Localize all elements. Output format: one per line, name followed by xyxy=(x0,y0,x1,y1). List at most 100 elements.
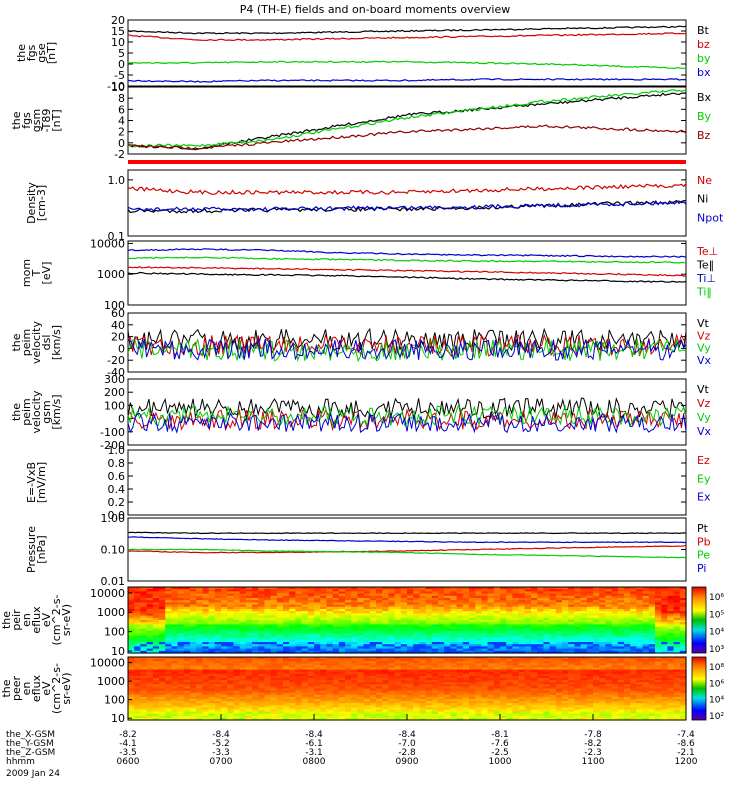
heatmap-cell xyxy=(152,600,160,603)
heatmap-cell xyxy=(407,699,414,702)
heatmap-cell xyxy=(599,600,606,603)
heatmap-cell xyxy=(338,606,346,610)
heatmap-cell xyxy=(673,648,681,652)
heatmap-cell xyxy=(183,631,191,634)
heatmap-cell xyxy=(605,628,613,632)
heatmap-cell xyxy=(276,663,284,666)
heatmap-cell xyxy=(252,604,259,608)
heatmap-cell xyxy=(617,642,625,645)
heatmap-cell xyxy=(357,604,365,608)
heatmap-cell xyxy=(425,703,433,706)
heatmap-cell xyxy=(221,635,228,639)
heatmap-cell xyxy=(586,690,594,694)
heatmap-cell xyxy=(376,648,383,652)
heatmap-cell xyxy=(289,635,296,639)
heatmap-cell xyxy=(487,637,495,641)
series-line-1 xyxy=(127,32,687,42)
heatmap-cell xyxy=(648,622,656,625)
heatmap-cell xyxy=(264,633,272,636)
heatmap-cell xyxy=(562,688,569,692)
heatmap-cell xyxy=(252,624,259,628)
heatmap-cell xyxy=(642,604,650,608)
heatmap-cell xyxy=(146,639,154,643)
heatmap-cell xyxy=(624,642,631,645)
heatmap-cell xyxy=(537,699,544,702)
heatmap-cell xyxy=(481,595,489,599)
heatmap-cell xyxy=(667,678,675,681)
heatmap-cell xyxy=(431,593,439,597)
heatmap-cell xyxy=(314,648,321,652)
heatmap-cell xyxy=(326,703,334,706)
heatmap-cell xyxy=(574,701,582,704)
heatmap-cell xyxy=(425,613,433,617)
heatmap-cell xyxy=(326,633,334,636)
heatmap-cell xyxy=(307,598,315,601)
heatmap-cell xyxy=(283,663,290,666)
heatmap-cell xyxy=(407,611,414,614)
heatmap-cell xyxy=(146,589,154,592)
heatmap-cell xyxy=(363,686,371,690)
heatmap-cell xyxy=(636,606,644,610)
heatmap-cell xyxy=(270,703,278,706)
heatmap-cell xyxy=(450,696,458,700)
heatmap-cell xyxy=(159,598,166,601)
heatmap-cell xyxy=(171,682,179,685)
heatmap-cell xyxy=(190,624,197,628)
heatmap-cell xyxy=(289,644,296,647)
heatmap-cell xyxy=(611,665,619,669)
heatmap-cell xyxy=(202,624,210,628)
heatmap-cell xyxy=(388,671,396,675)
heatmap-cell xyxy=(444,680,451,683)
ylabel-line: gse xyxy=(35,43,48,63)
heatmap-cell xyxy=(642,589,650,592)
heatmap-cell xyxy=(183,694,191,698)
heatmap-cell xyxy=(469,699,476,702)
heatmap-cell xyxy=(438,617,445,621)
heatmap-cell xyxy=(605,661,613,664)
heatmap-cell xyxy=(673,606,681,610)
heatmap-cell xyxy=(462,624,470,628)
heatmap-cell xyxy=(320,635,327,639)
heatmap-cell xyxy=(134,659,141,662)
heatmap-cell xyxy=(549,694,557,698)
heatmap-cell xyxy=(276,615,284,619)
heatmap-cell xyxy=(543,673,551,677)
heatmap-cell xyxy=(661,667,668,671)
heatmap-cell xyxy=(264,678,272,681)
heatmap-cell xyxy=(524,602,532,606)
heatmap-cell xyxy=(190,684,197,687)
heatmap-cell xyxy=(159,659,166,662)
heatmap-cell xyxy=(295,678,303,681)
heatmap-cell xyxy=(190,650,197,654)
heatmap-cell xyxy=(134,673,141,677)
heatmap-cell xyxy=(165,669,172,673)
heatmap-cell xyxy=(413,661,420,664)
heatmap-cell xyxy=(599,626,606,630)
heatmap-cell xyxy=(500,600,507,603)
heatmap-cell xyxy=(580,598,588,601)
heatmap-cell xyxy=(245,600,253,603)
heatmap-cell xyxy=(283,684,290,687)
heatmap-cell xyxy=(506,644,513,647)
heatmap-cell xyxy=(214,688,222,692)
heatmap-cell xyxy=(376,667,383,671)
heatmap-cell xyxy=(562,589,569,592)
heatmap-cell xyxy=(202,671,210,675)
heatmap-cell xyxy=(580,595,588,599)
heatmap-cell xyxy=(202,684,210,687)
heatmap-cell xyxy=(252,686,259,690)
heatmap-cell xyxy=(469,622,476,625)
heatmap-cell xyxy=(456,650,464,654)
heatmap-cell xyxy=(208,626,216,630)
heatmap-cell xyxy=(301,604,309,608)
heatmap-cell xyxy=(314,587,321,590)
heatmap-cell xyxy=(605,609,613,612)
heatmap-cell xyxy=(400,675,408,679)
heatmap-cell xyxy=(673,613,681,617)
heatmap-cell xyxy=(165,659,172,662)
heatmap-cell xyxy=(128,650,135,654)
heatmap-cell xyxy=(382,694,389,698)
heatmap-cell xyxy=(642,690,650,694)
heatmap-cell xyxy=(146,701,154,704)
heatmap-cell xyxy=(413,663,420,666)
